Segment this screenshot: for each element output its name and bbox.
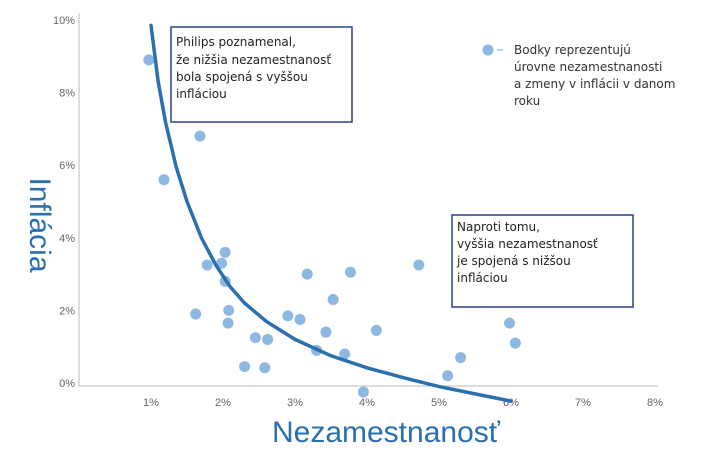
data-point [370, 324, 382, 336]
data-point [223, 304, 235, 316]
y-tick-label: 6% [59, 160, 75, 172]
data-point [294, 313, 306, 325]
y-tick-label: 10% [53, 15, 75, 27]
data-point [219, 246, 231, 258]
annotation-left-line-3: bola spojená s vyššou [176, 70, 308, 84]
annotation-right-line-4: infláciou [457, 271, 508, 285]
annotation-left-line-1: Philips poznamenal, [176, 35, 296, 49]
data-point [320, 326, 332, 338]
x-tick-label: 3% [287, 397, 303, 409]
data-point [158, 174, 170, 186]
legend-line-1: Bodky reprezentujú [514, 43, 631, 57]
legend-dot-icon [482, 44, 494, 56]
data-point [259, 362, 271, 374]
annotation-right-line-1: Naproti tomu, [457, 220, 540, 234]
annotation-box-right: Naproti tomu, vyššia nezamestnanosť je s… [451, 214, 634, 308]
data-point [442, 370, 454, 382]
phillips-curve-line [149, 23, 513, 403]
legend-line-3: a zmeny v inflácii v danom [514, 77, 675, 91]
data-point [339, 348, 351, 360]
annotation-box-left: Philips poznamenal, že nižšia nezamestna… [170, 26, 353, 123]
data-point [455, 352, 467, 364]
data-point [194, 130, 206, 142]
data-point [190, 308, 202, 320]
x-axis-title: Nezamestnanosť [272, 416, 501, 449]
annotation-right-line-3: je spojená s nižšou [456, 254, 571, 268]
data-point [327, 294, 339, 306]
x-tick-label: 7% [575, 397, 591, 409]
data-point [504, 317, 516, 329]
legend: Bodky reprezentujú úrovne nezamestnanost… [482, 43, 675, 108]
x-tick-label: 5% [431, 397, 447, 409]
data-point [262, 333, 274, 345]
data-point [201, 259, 213, 271]
y-tick-label: 2% [59, 305, 75, 317]
data-point [143, 54, 155, 66]
annotation-box-left-frame [170, 26, 353, 123]
data-point [413, 259, 425, 271]
data-point [216, 257, 228, 269]
data-points [143, 54, 521, 398]
y-tick-label: 8% [59, 88, 75, 100]
data-point [249, 332, 261, 344]
data-point [239, 361, 251, 373]
annotation-left-line-2: že nižšia nezamestnanosť [176, 53, 331, 67]
x-axis-ticks: 1% 2% 3% 4% 5% 6% 7% 8% [143, 397, 663, 409]
data-point [282, 310, 294, 322]
legend-line-4: roku [514, 94, 540, 108]
y-tick-label: 4% [59, 233, 75, 245]
data-point [509, 337, 521, 349]
x-tick-label: 2% [215, 397, 231, 409]
data-point [222, 317, 234, 329]
legend-line-2: úrovne nezamestnanosti [514, 60, 662, 74]
data-point [357, 386, 369, 398]
annotation-left-line-4: infláciou [176, 87, 227, 101]
x-tick-label: 1% [143, 397, 159, 409]
x-tick-label: 4% [359, 397, 375, 409]
y-axis-ticks: 0% 2% 4% 6% 8% 10% [53, 15, 75, 390]
annotation-box-right-frame [451, 214, 634, 308]
chart-axes [78, 13, 658, 387]
annotation-right-line-2: vyššia nezamestnanosť [457, 237, 598, 251]
y-tick-label: 0% [59, 378, 75, 390]
x-tick-label: 8% [647, 397, 663, 409]
data-point [301, 268, 313, 280]
y-axis-title: Inflácia [23, 177, 56, 272]
data-point [344, 266, 356, 278]
